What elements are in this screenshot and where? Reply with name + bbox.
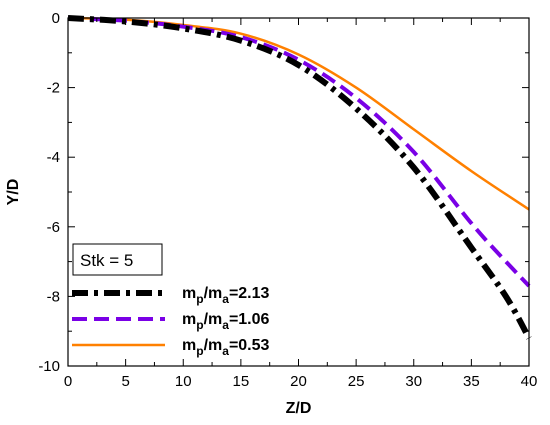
y-axis-title: Y/D (5, 179, 22, 206)
legend-text-part: m (182, 311, 196, 328)
y-tick-label: -2 (47, 80, 60, 97)
axis-ticks: 0 5 10 15 20 25 30 35 40 0 -2 -4 -6 -8 -10 (38, 10, 537, 390)
stokes-annotation: Stk = 5 (72, 243, 163, 276)
x-axis-title: Z/D (286, 400, 312, 417)
legend-text-part: /m (204, 337, 223, 354)
series-line-3 (67, 16, 530, 211)
legend-text-part: a (222, 344, 229, 358)
legend-text-part: =1.06 (229, 311, 270, 328)
legend-label-3: mp/ma=0.53 (182, 337, 270, 358)
annotation-text: Stk = 5 (80, 251, 133, 270)
legend-text-part: a (222, 318, 229, 332)
legend-text-part: m (182, 285, 196, 302)
legend-text-part: p (196, 318, 203, 332)
series-line-2 (67, 16, 531, 288)
legend-text-part: p (196, 344, 203, 358)
y-tick-label: -6 (47, 219, 60, 236)
legend-text-part: =0.53 (229, 337, 270, 354)
legend-label-1: mp/ma=2.13 (182, 285, 270, 306)
x-tick-label: 0 (64, 373, 72, 390)
y-tick-label: -10 (38, 358, 60, 375)
legend-text-part: a (222, 292, 229, 306)
x-tick-label: 30 (405, 373, 422, 390)
legend-label-2: mp/ma=1.06 (182, 311, 270, 332)
annotation-box (72, 243, 163, 276)
y-tick-label: 0 (52, 10, 60, 27)
series-line-1 (67, 15, 532, 340)
x-tick-label: 20 (290, 373, 307, 390)
y-tick-label: -8 (47, 288, 60, 305)
plot-frame (67, 17, 530, 367)
x-tick-label: 15 (233, 373, 250, 390)
x-tick-label: 25 (348, 373, 365, 390)
x-tick-label: 35 (463, 373, 480, 390)
legend-text-part: m (182, 337, 196, 354)
legend-text-part: /m (204, 311, 223, 328)
y-tick-label: -4 (47, 149, 60, 166)
legend-text-part: =2.13 (229, 285, 270, 302)
x-tick-label: 5 (121, 373, 129, 390)
x-tick-label: 10 (175, 373, 192, 390)
x-tick-label: 40 (521, 373, 538, 390)
legend-text-part: /m (204, 285, 223, 302)
legend-text-part: p (196, 292, 203, 306)
series-lines (67, 15, 532, 340)
